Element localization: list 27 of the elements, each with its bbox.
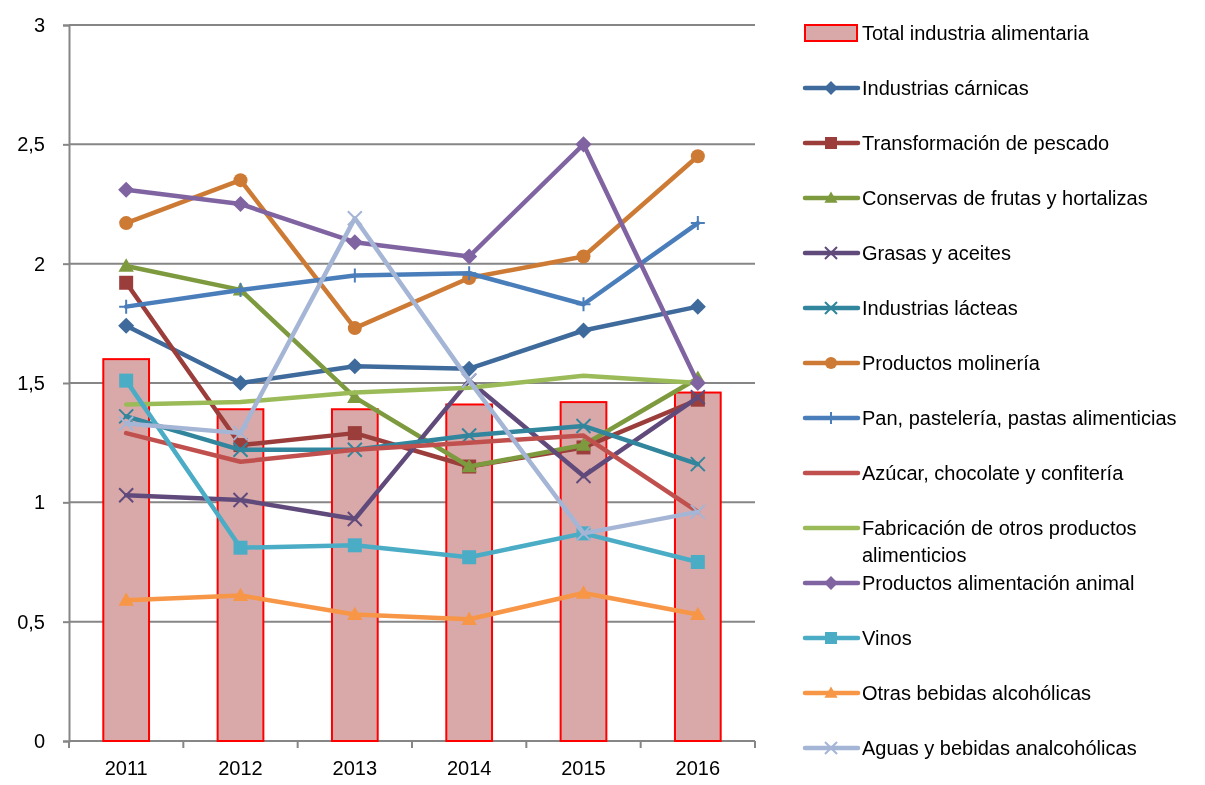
legend-label: Azúcar, chocolate y confitería	[862, 462, 1125, 484]
legend-label: Productos molinería	[862, 352, 1041, 374]
legend-label: Conservas de frutas y hortalizas	[862, 187, 1148, 209]
y-tick-label: 2	[33, 252, 45, 275]
y-tick-label: 1	[33, 491, 45, 514]
y-tick-label: 3	[33, 13, 45, 36]
y-tick-label: 1,5	[17, 371, 45, 394]
x-tick-label: 2016	[675, 757, 721, 779]
x-tick-label: 2011	[104, 757, 148, 779]
legend-label: Grasas y aceites	[862, 242, 1011, 264]
legend-label: Aguas y bebidas analcohólicas	[862, 737, 1137, 759]
y-tick-label: 2,5	[17, 133, 45, 156]
x-tick-label: 2015	[561, 757, 606, 779]
legend-label: Otras bebidas alcohólicas	[862, 682, 1092, 704]
x-tick-label: 2013	[332, 757, 378, 779]
y-tick-label: 0	[33, 729, 45, 752]
legend-label: Pan, pastelería, pastas alimenticias	[862, 407, 1177, 429]
legend-label: Industrias lácteas	[862, 297, 1018, 319]
legend-label: Industrias cárnicas	[862, 77, 1029, 99]
legend-label: Productos alimentación animal	[862, 572, 1135, 594]
legend-label: Transformación de pescado	[862, 132, 1110, 154]
legend-label: Total industria alimentaria	[862, 22, 1090, 44]
x-tick-label: 2014	[446, 757, 492, 779]
y-tick-label: 0,5	[17, 610, 45, 633]
x-tick-label: 2012	[218, 757, 263, 779]
legend-label: Fabricación de otros productos alimenticios	[862, 517, 1137, 566]
legend-label: Vinos	[862, 627, 912, 649]
